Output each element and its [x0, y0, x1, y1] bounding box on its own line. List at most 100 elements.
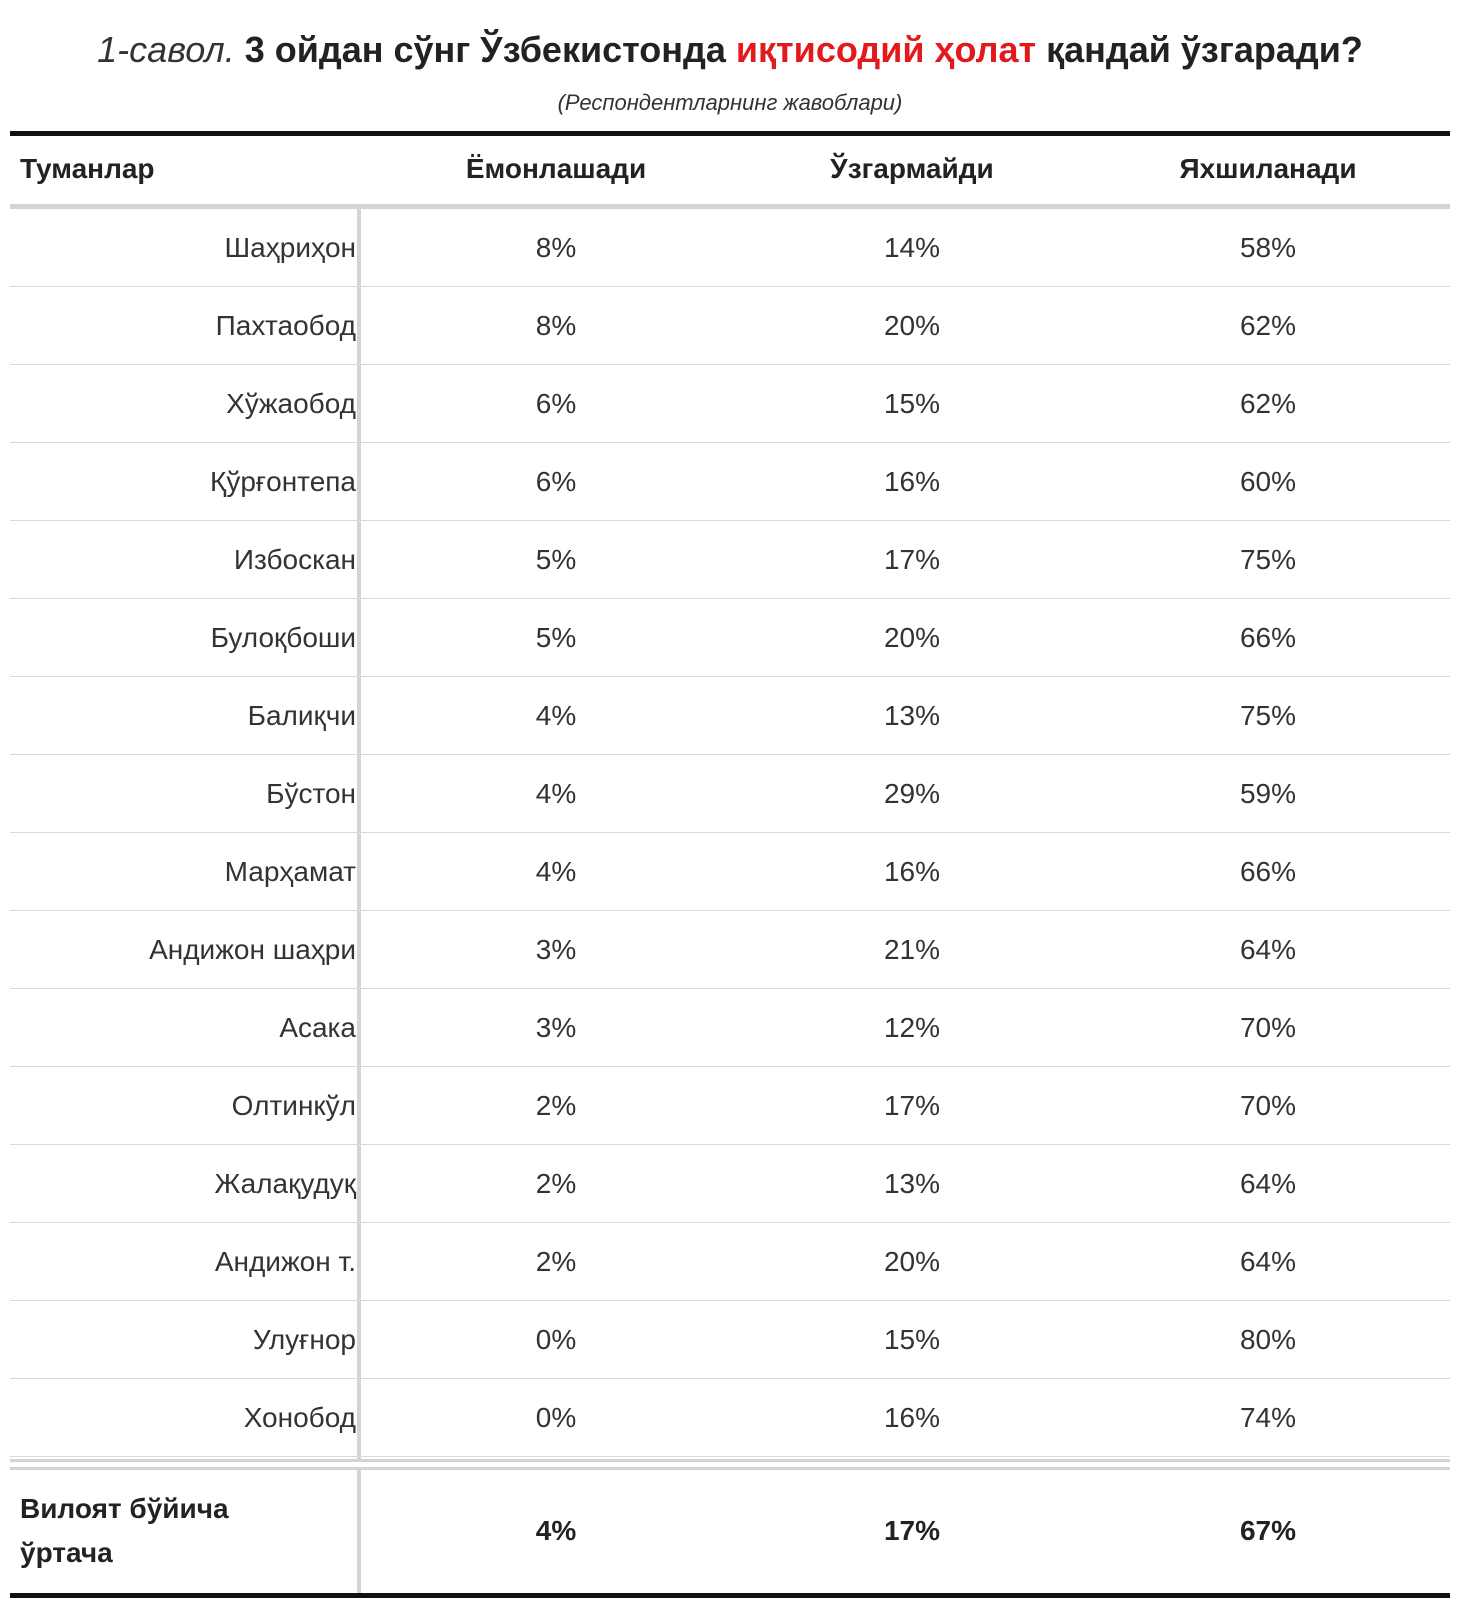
worse-value: 8% [535, 310, 577, 341]
header-worse: Ёмонлашади [465, 153, 647, 184]
same-value: 16% [883, 466, 941, 497]
table-body: Шаҳриҳон 8% 14% 58% Пахтаобод 8% 20% 62% Хўжаобо… [10, 209, 1450, 1457]
worse-value: 6% [535, 388, 577, 419]
same-value: 20% [883, 622, 941, 653]
table-row: Андижон т. 2% 20% 64% [10, 1223, 1450, 1301]
header-same: Ўзгармайди [830, 153, 994, 184]
same-value: 16% [883, 856, 941, 887]
better-value: 58% [1239, 232, 1297, 263]
district-name: Андижон т. [214, 1246, 356, 1277]
question-highlight: иқтисодий ҳолат [735, 29, 1037, 70]
district-name: Олтинкўл [231, 1090, 356, 1121]
table-row: Булоқбоши 5% 20% 66% [10, 599, 1450, 677]
footer-label-line2: ўртача [20, 1537, 113, 1568]
worse-value: 6% [535, 466, 577, 497]
district-name: Улуғнор [252, 1324, 356, 1355]
footer-rule [10, 1459, 1450, 1462]
worse-value: 0% [535, 1402, 577, 1433]
same-value: 17% [883, 544, 941, 575]
header-rule [10, 204, 1450, 209]
same-value: 29% [883, 778, 941, 809]
better-value: 59% [1239, 778, 1297, 809]
district-name: Хўжаобод [226, 388, 356, 419]
better-value: 74% [1239, 1402, 1297, 1433]
same-value: 20% [883, 1246, 941, 1277]
same-value: 17% [883, 1090, 941, 1121]
better-value: 62% [1239, 388, 1297, 419]
same-value: 13% [883, 1168, 941, 1199]
district-name: Марҳамат [224, 856, 356, 887]
page-title: 1-савол. 3 ойдан сўнг Ўзбекистонда иқтис… [0, 22, 1460, 78]
table-row: Шаҳриҳон 8% 14% 58% [10, 209, 1450, 287]
same-value: 20% [883, 310, 941, 341]
table-row: Андижон шаҳри 3% 21% 64% [10, 911, 1450, 989]
table-footer-row: Вилоят бўйича ўртача 4% 17% 67% [10, 1470, 1450, 1592]
question-number: 1-савол. [97, 29, 235, 70]
district-name: Жалақудуқ [214, 1168, 356, 1199]
table-top-rule [10, 131, 1450, 136]
better-value: 70% [1239, 1090, 1297, 1121]
footer-better: 67% [1239, 1515, 1297, 1546]
table-row: Марҳамат 4% 16% 66% [10, 833, 1450, 911]
table-row: Бўстон 4% 29% 59% [10, 755, 1450, 833]
same-value: 15% [883, 1324, 941, 1355]
district-name: Пахтаобод [215, 310, 356, 341]
table-row: Улуғнор 0% 15% 80% [10, 1301, 1450, 1379]
table-row: Хонобод 0% 16% 74% [10, 1379, 1450, 1457]
page-subtitle: (Респондентларнинг жавоблари) [557, 90, 903, 115]
table-bottom-rule [10, 1593, 1450, 1598]
better-value: 60% [1239, 466, 1297, 497]
worse-value: 2% [535, 1246, 577, 1277]
better-value: 64% [1239, 1168, 1297, 1199]
same-value: 13% [883, 700, 941, 731]
table-row: Жалақудуқ 2% 13% 64% [10, 1145, 1450, 1223]
question-text-end: қандай ўзгаради? [1046, 29, 1363, 70]
table-row: Қўрғонтепа 6% 16% 60% [10, 443, 1450, 521]
table-row: Хўжаобод 6% 15% 62% [10, 365, 1450, 443]
worse-value: 4% [535, 856, 577, 887]
same-value: 15% [883, 388, 941, 419]
footer-rule-second [10, 1467, 1450, 1470]
district-name: Избоскан [233, 544, 356, 575]
table-header: Туманлар Ёмонлашади Ўзгармайди Яхшиланад… [10, 136, 1450, 202]
worse-value: 4% [535, 778, 577, 809]
header-districts: Туманлар [20, 153, 155, 184]
table-row: Асака 3% 12% 70% [10, 989, 1450, 1067]
same-value: 16% [883, 1402, 941, 1433]
better-value: 70% [1239, 1012, 1297, 1043]
better-value: 62% [1239, 310, 1297, 341]
table-row: Пахтаобод 8% 20% 62% [10, 287, 1450, 365]
district-name: Балиқчи [247, 700, 356, 731]
district-name: Хонобод [243, 1402, 356, 1433]
worse-value: 0% [535, 1324, 577, 1355]
district-name: Асака [279, 1012, 356, 1043]
same-value: 12% [883, 1012, 941, 1043]
better-value: 66% [1239, 622, 1297, 653]
worse-value: 5% [535, 544, 577, 575]
table-row: Избоскан 5% 17% 75% [10, 521, 1450, 599]
district-name: Қўрғонтепа [210, 466, 356, 497]
header-better: Яхшиланади [1179, 153, 1357, 184]
footer-label: Вилоят бўйича ўртача [20, 1470, 350, 1592]
better-value: 80% [1239, 1324, 1297, 1355]
same-value: 21% [883, 934, 941, 965]
same-value: 14% [883, 232, 941, 263]
better-value: 75% [1239, 544, 1297, 575]
district-name: Андижон шаҳри [149, 934, 356, 965]
worse-value: 8% [535, 232, 577, 263]
better-value: 64% [1239, 934, 1297, 965]
worse-value: 3% [535, 934, 577, 965]
footer-worse: 4% [535, 1515, 577, 1546]
footer-column-divider [357, 1470, 361, 1593]
footer-same: 17% [883, 1515, 941, 1546]
worse-value: 2% [535, 1168, 577, 1199]
table-row: Балиқчи 4% 13% 75% [10, 677, 1450, 755]
better-value: 75% [1239, 700, 1297, 731]
district-name: Булоқбоши [210, 622, 356, 653]
worse-value: 4% [535, 700, 577, 731]
worse-value: 5% [535, 622, 577, 653]
question-text-start: 3 ойдан сўнг Ўзбекистонда [244, 29, 726, 70]
worse-value: 3% [535, 1012, 577, 1043]
district-name: Бўстон [266, 778, 356, 809]
column-divider [357, 209, 361, 1459]
